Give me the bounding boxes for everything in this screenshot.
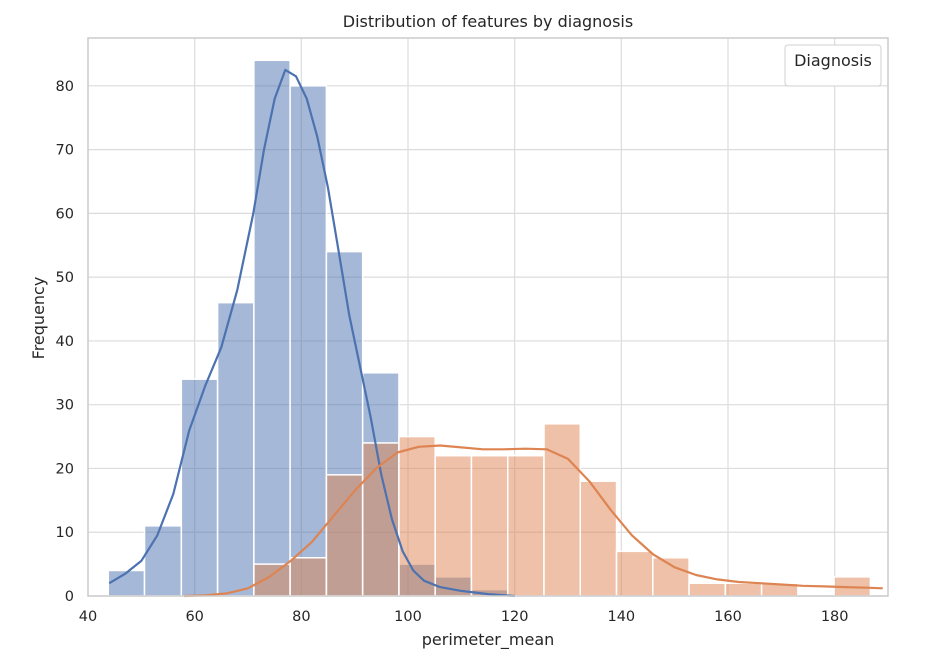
y-tick-label: 20 — [56, 461, 74, 477]
y-tick-label: 30 — [56, 398, 74, 414]
y-tick-label: 60 — [56, 206, 74, 222]
bar-orange — [470, 454, 509, 597]
bar-orange — [506, 454, 545, 597]
y-axis-label: Frequency — [29, 277, 48, 360]
axes-layer — [87, 37, 889, 597]
bar-orange — [253, 563, 291, 597]
legend-title: Diagnosis — [794, 51, 872, 70]
x-axis-label: perimeter_mean — [422, 630, 555, 650]
x-tick-label: 100 — [394, 609, 422, 625]
legend-box — [784, 44, 882, 87]
x-tick-label: 140 — [607, 609, 635, 625]
kde-layer — [108, 68, 883, 598]
x-tick-label: 80 — [292, 609, 310, 625]
y-tick-label: 50 — [56, 270, 74, 286]
y-tick-label: 80 — [56, 79, 74, 95]
ticks-layer: 40 60 80 100 120 140 160 180 0 10 20 30 40 50 60 70 80 — [56, 79, 849, 625]
x-tick-label: 60 — [185, 609, 203, 625]
bar-orange — [579, 480, 618, 597]
bar-blue — [180, 378, 219, 597]
x-tick-label: 180 — [821, 609, 849, 625]
bar-orange — [543, 423, 582, 597]
plot-frame — [87, 37, 889, 597]
x-tick-label: 40 — [79, 609, 97, 625]
bar-blue — [216, 301, 255, 597]
bar-blue — [289, 85, 328, 597]
bar-orange — [688, 582, 727, 597]
bar-blue — [143, 525, 183, 597]
x-tick-label: 120 — [501, 609, 529, 625]
bars-series-orange — [253, 423, 872, 597]
bar-orange — [724, 582, 763, 597]
kde-line-orange — [183, 444, 883, 598]
legend: Diagnosis — [784, 44, 882, 87]
bar-blue — [253, 59, 291, 597]
bar-orange — [325, 474, 364, 597]
y-tick-label: 10 — [56, 525, 74, 541]
bar-blue — [107, 569, 146, 597]
bar-orange — [615, 550, 654, 597]
x-tick-label: 160 — [714, 609, 742, 625]
bar-orange — [434, 454, 473, 597]
y-tick-label: 40 — [56, 334, 74, 350]
chart-title: Distribution of features by diagnosis — [343, 12, 633, 31]
y-tick-label: 0 — [65, 589, 74, 605]
bar-orange — [652, 556, 690, 597]
bar-orange — [398, 435, 436, 597]
bar-orange — [289, 556, 328, 597]
y-tick-label: 70 — [56, 143, 74, 159]
kde-line-blue — [108, 68, 515, 598]
